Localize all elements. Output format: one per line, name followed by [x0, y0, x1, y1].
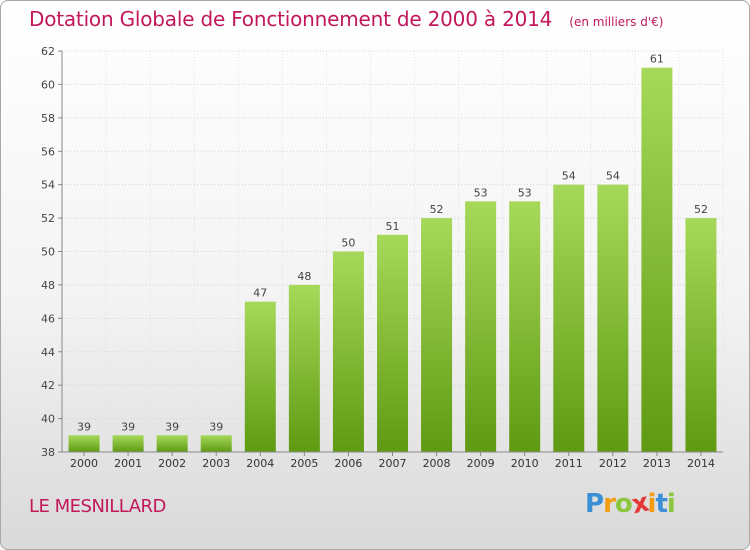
chart-title: Dotation Globale de Fonctionnement de 20… — [29, 7, 663, 31]
title-text: Dotation Globale de Fonctionnement de 20… — [29, 7, 553, 31]
x-tick-label: 2005 — [290, 457, 318, 470]
logo-letter: r — [603, 489, 616, 519]
bar-value-label: 54 — [562, 170, 576, 183]
x-tick-label: 2004 — [246, 457, 274, 470]
bar-value-label: 53 — [518, 186, 532, 199]
bar — [641, 67, 673, 452]
y-tick-label: 58 — [41, 112, 55, 125]
logo-letter: i — [666, 489, 676, 519]
bar — [509, 201, 541, 452]
bar — [332, 251, 364, 452]
x-tick-label: 2009 — [467, 457, 495, 470]
x-tick-label: 2008 — [423, 457, 451, 470]
x-tick-label: 2002 — [158, 457, 186, 470]
bar — [288, 284, 320, 452]
bar — [421, 218, 453, 452]
bar — [68, 435, 100, 452]
bar — [112, 435, 144, 452]
y-tick-label: 48 — [41, 279, 55, 292]
bar — [685, 218, 717, 452]
unit-note: (en milliers d'€) — [569, 15, 664, 29]
bar-value-label: 53 — [474, 186, 488, 199]
x-tick-label: 2011 — [555, 457, 583, 470]
bar-value-label: 50 — [341, 237, 355, 250]
y-tick-label: 60 — [41, 78, 55, 91]
y-tick-label: 44 — [41, 346, 55, 359]
proxiti-logo: Proxiti — [585, 488, 676, 521]
bar — [377, 234, 408, 452]
bar-value-label: 54 — [606, 170, 620, 183]
x-tick-label: 2007 — [379, 457, 407, 470]
y-tick-label: 38 — [41, 446, 55, 459]
bars-layer: 39 39 39 39 47 48 50 51 52 53 53 54 54 61 52 — [68, 53, 717, 452]
y-tick-label: 42 — [41, 379, 55, 392]
x-tick-label: 2001 — [114, 457, 142, 470]
x-tick-label: 2003 — [202, 457, 230, 470]
commune-name: LE MESNILLARD — [29, 496, 166, 517]
bar-value-label: 39 — [77, 420, 91, 433]
bar — [156, 435, 188, 452]
x-tick-label: 2000 — [70, 457, 98, 470]
x-tick-label: 2010 — [511, 457, 539, 470]
logo-letter: i — [647, 489, 657, 519]
bar — [200, 435, 232, 452]
x-tick-label: 2014 — [687, 457, 715, 470]
logo-letter: t — [655, 489, 667, 519]
logo-letter: P — [585, 489, 604, 519]
y-tick-label: 52 — [41, 212, 55, 225]
bar-value-label: 52 — [430, 203, 444, 216]
x-tick-label: 2006 — [334, 457, 362, 470]
y-tick-label: 40 — [41, 413, 55, 426]
bar — [597, 184, 629, 452]
bar-value-label: 39 — [209, 420, 223, 433]
y-tick-label: 62 — [41, 45, 55, 58]
logo-letter: o — [614, 489, 633, 519]
x-tick-label: 2012 — [599, 457, 627, 470]
y-tick-label: 54 — [41, 179, 55, 192]
y-tick-label: 50 — [41, 246, 55, 259]
bar-value-label: 39 — [121, 420, 135, 433]
bar-value-label: 51 — [386, 220, 400, 233]
bar — [244, 301, 276, 452]
bar — [553, 184, 585, 452]
bar — [465, 201, 497, 452]
axis-layer: 38 40 42 44 46 48 50 52 54 56 58 60 62 2000 2001 2002 20… — [41, 45, 723, 470]
bar-value-label: 47 — [253, 287, 267, 300]
y-tick-label: 46 — [41, 312, 55, 325]
x-tick-label: 2013 — [643, 457, 671, 470]
bar-value-label: 48 — [297, 270, 311, 283]
bar-value-label: 39 — [165, 420, 179, 433]
y-tick-label: 56 — [41, 145, 55, 158]
bar-value-label: 52 — [694, 203, 708, 216]
bar-value-label: 61 — [650, 53, 664, 66]
